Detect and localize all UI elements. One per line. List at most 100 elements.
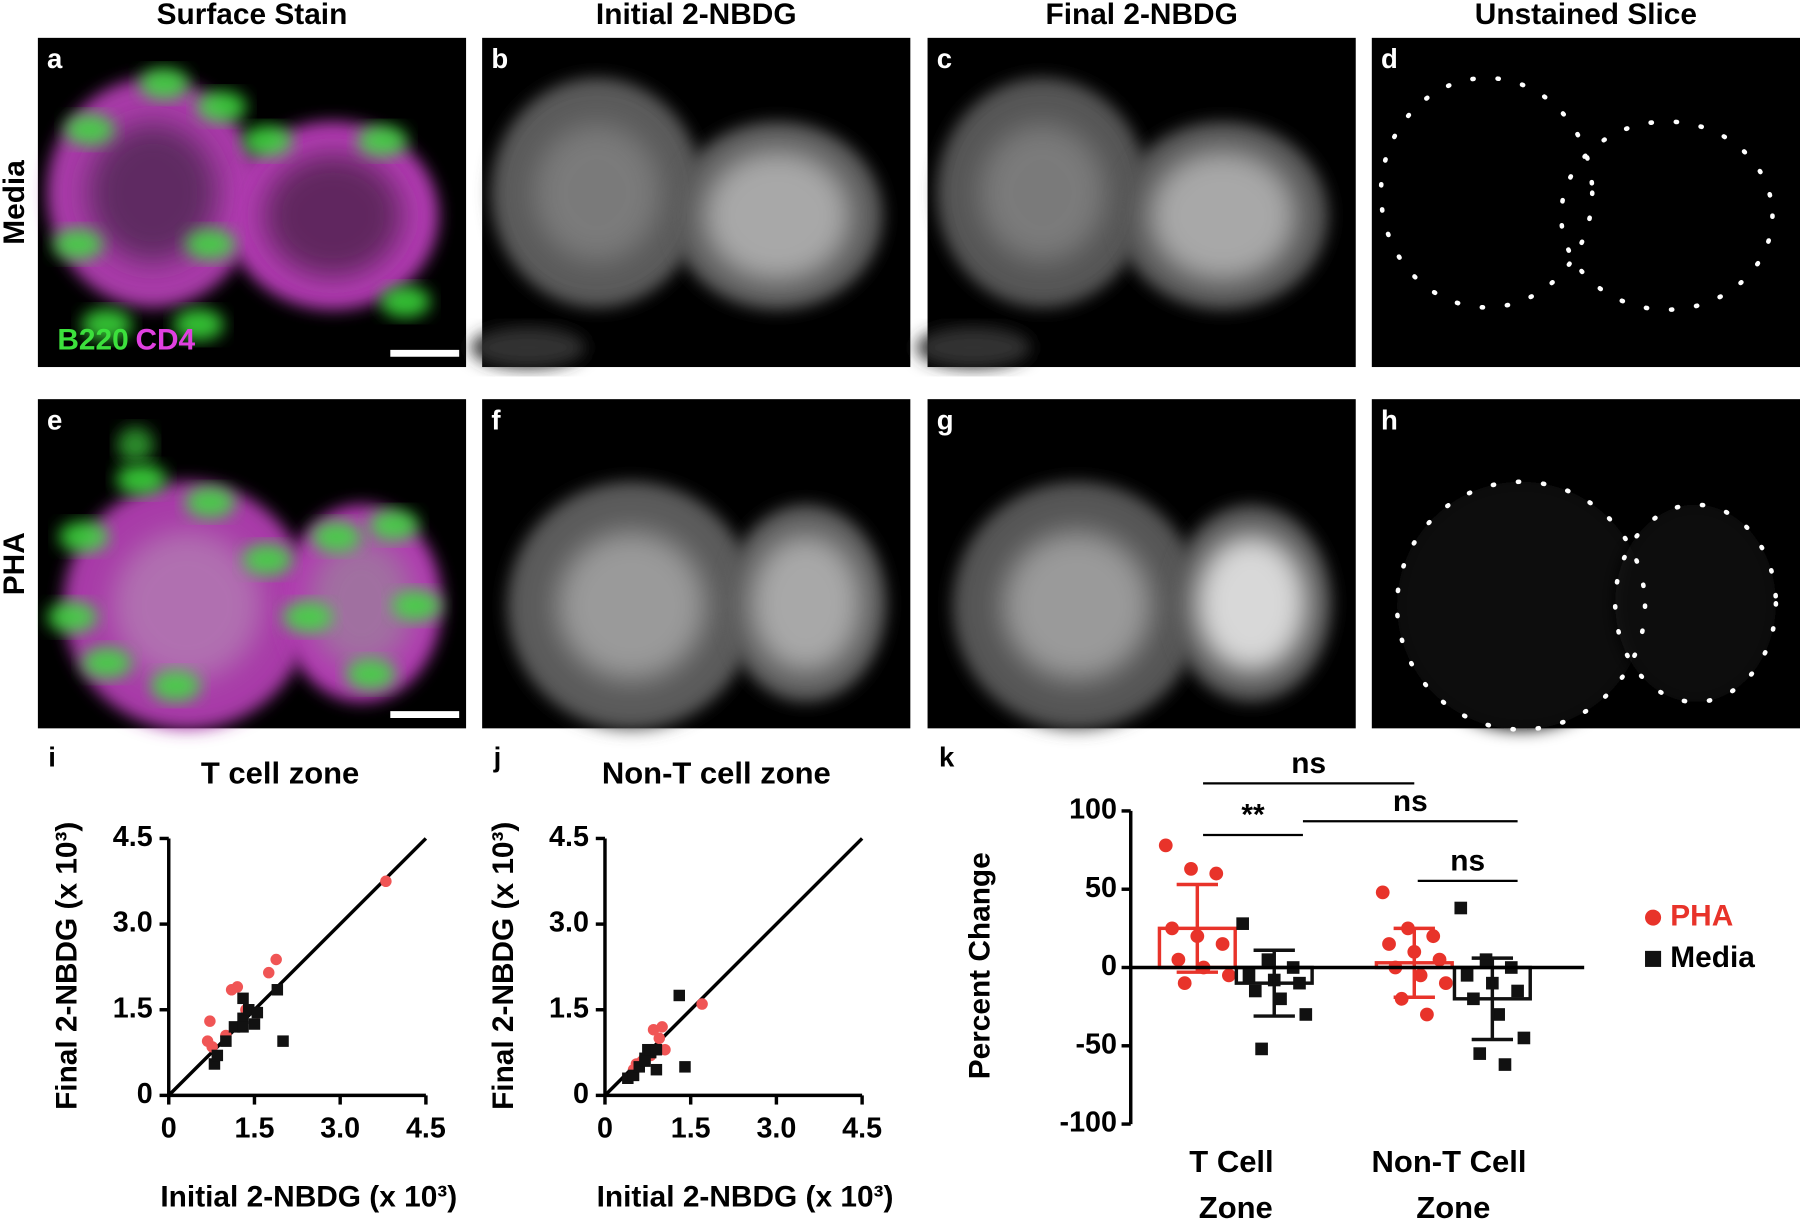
micrograph <box>1371 37 1800 368</box>
y-tick-label: 0 <box>573 1078 589 1110</box>
point <box>627 1069 640 1082</box>
b220-patch <box>47 601 98 634</box>
point <box>696 998 708 1010</box>
significance-label: ns <box>1291 747 1326 780</box>
debris <box>470 326 586 369</box>
b220-patch <box>184 228 236 261</box>
point <box>380 875 392 888</box>
micrograph <box>470 37 911 369</box>
x-tick-label: 0 <box>161 1112 177 1144</box>
point <box>270 953 282 966</box>
point <box>1420 1007 1434 1022</box>
b220-patch <box>196 90 247 123</box>
tissue-lobe <box>1615 504 1776 702</box>
micrograph <box>37 37 467 368</box>
x-tick-label: 1.5 <box>235 1112 275 1144</box>
point <box>220 1035 232 1047</box>
panel-letter: a <box>47 43 63 74</box>
micrograph <box>1371 399 1800 732</box>
point <box>1426 929 1441 944</box>
panel-letter: k <box>939 742 955 773</box>
point <box>1473 1047 1487 1060</box>
lobe-core <box>1002 531 1152 680</box>
row-label: Media <box>0 160 31 245</box>
y-tick-label: 1.5 <box>549 992 589 1024</box>
lobe-core <box>112 531 262 680</box>
point <box>1158 838 1173 853</box>
point <box>1209 866 1224 881</box>
x-tick-label: 3.0 <box>756 1112 796 1144</box>
point <box>228 1021 241 1033</box>
b220-patch <box>311 520 362 553</box>
point <box>1299 1008 1313 1021</box>
b220-patch <box>379 285 431 318</box>
y-tick-label: 0 <box>1101 950 1117 982</box>
outline-dots <box>1612 502 1779 705</box>
legend-label: Media <box>1670 941 1755 974</box>
panel-letter: d <box>1381 43 1398 74</box>
point <box>1375 885 1390 900</box>
point <box>1261 953 1275 966</box>
panel-letter: g <box>937 404 954 435</box>
point <box>1454 901 1468 915</box>
lobe-core <box>556 531 706 680</box>
point <box>1255 1042 1268 1056</box>
y-axis-label: Final 2-NBDG (x 10³) <box>487 822 520 1110</box>
b220-patch <box>64 113 115 146</box>
panel-letter: f <box>491 404 501 435</box>
y-tick-label: -100 <box>1060 1107 1117 1139</box>
point <box>204 1015 216 1027</box>
point <box>1413 968 1428 983</box>
b220-patch <box>150 669 201 702</box>
point <box>1274 992 1287 1006</box>
y-tick-label: 1.5 <box>113 992 153 1024</box>
b220-patch <box>52 228 104 261</box>
point <box>251 1006 264 1019</box>
point <box>1438 976 1453 991</box>
point <box>1171 952 1186 967</box>
point <box>650 1063 663 1076</box>
y-axis-label: Percent Change <box>963 852 996 1079</box>
point <box>1242 969 1256 982</box>
point <box>1460 969 1474 982</box>
point <box>1492 1008 1505 1021</box>
point <box>263 966 275 979</box>
error-bar <box>1176 882 1218 974</box>
column-header: Initial 2-NBDG <box>596 0 797 31</box>
point <box>656 1021 668 1033</box>
x-tick-label: 1.5 <box>671 1112 711 1144</box>
x-tick-label: 3.0 <box>320 1112 360 1144</box>
point <box>1467 992 1480 1006</box>
y-tick-label: 4.5 <box>113 821 153 853</box>
x-tick-label: Non-T Cell Zone <box>1372 1144 1536 1225</box>
panel-letter: e <box>47 404 62 435</box>
point <box>211 1049 224 1062</box>
panel-letter: b <box>491 43 508 74</box>
y-tick-label: 100 <box>1069 794 1117 826</box>
tissue-lobe <box>1397 481 1646 730</box>
b220-patch <box>242 543 293 576</box>
panel-letter: c <box>937 43 952 74</box>
point <box>237 1021 249 1033</box>
outline-dots <box>1558 119 1775 312</box>
micrograph <box>916 37 1356 369</box>
column-header: Final 2-NBDG <box>1045 0 1237 31</box>
b220-patch <box>282 601 333 634</box>
significance-label: ns <box>1450 844 1485 877</box>
lobe-core <box>309 539 414 668</box>
legend-label: PHA <box>1670 899 1733 932</box>
point <box>650 1043 663 1056</box>
point <box>1293 976 1306 990</box>
panel-letter: j <box>493 742 502 773</box>
b220-patch <box>345 658 397 691</box>
x-tick-label: 4.5 <box>406 1112 446 1144</box>
point <box>1432 952 1447 967</box>
x-axis-label: Initial 2-NBDG (x 10³) <box>597 1181 894 1214</box>
point <box>277 1035 289 1047</box>
point <box>243 1004 255 1016</box>
panel-letter: h <box>1381 404 1398 435</box>
point <box>237 992 249 1005</box>
point <box>208 1058 221 1070</box>
point <box>1165 921 1179 936</box>
y-tick-label: 0 <box>137 1078 153 1110</box>
